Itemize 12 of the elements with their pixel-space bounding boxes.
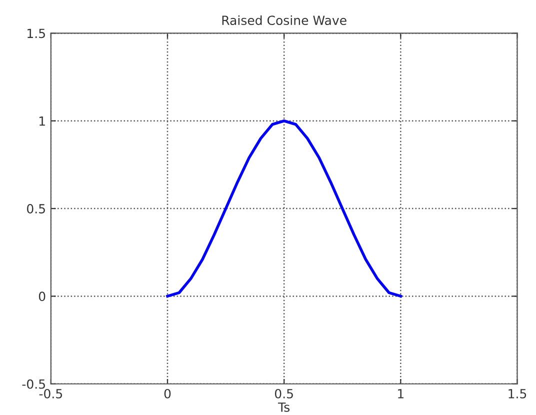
line-series [166, 119, 402, 298]
y-tick-label: -0.5 [22, 379, 45, 389]
x-tick-label: 1 [398, 389, 404, 398]
y-tick-label: 0.5 [27, 204, 45, 214]
y-tick-label: 1.5 [28, 28, 45, 38]
x-tick-label: 0.5 [274, 388, 293, 398]
y-tick-label: 0 [38, 292, 46, 302]
x-axis-title: Ts [278, 402, 290, 412]
chart-title: Raised Cosine Wave [222, 15, 346, 26]
x-tick-label: 1.5 [508, 389, 526, 398]
y-tick-label: 1 [39, 116, 45, 126]
x-tick-label: 0 [164, 388, 171, 398]
